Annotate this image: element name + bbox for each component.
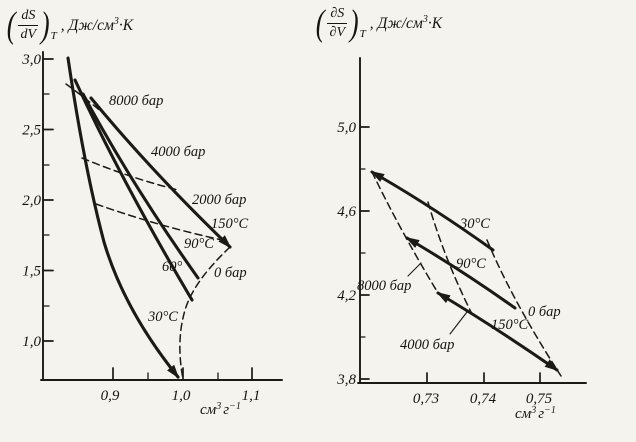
leader-4000bar [449, 311, 468, 335]
x-tick-label: 0,74 [470, 391, 497, 407]
right-arrow-150c-end [544, 359, 559, 372]
left-axes [40, 51, 283, 381]
left-isobar-8000 [65, 83, 104, 114]
left-panel [40, 51, 283, 381]
paren-close: ) [41, 5, 50, 46]
right-curve-30c [370, 170, 495, 252]
y-tick-label: 3,8 [336, 372, 356, 388]
curve-label-0bar: 0 бар [528, 304, 561, 320]
derivative-fraction: ∂S ∂V [327, 7, 348, 41]
right-curve-labels: 30°C 90°C 150°C 0 бар 8000 бар 4000 бар [357, 216, 561, 353]
right-major-ticks [359, 126, 541, 384]
left-arrow-30c-end [167, 364, 180, 379]
curve-label-4000bar: 4000 бар [400, 337, 454, 353]
left-y-axis-title: ( dS dV ) T , Дж/см3·К [5, 5, 134, 46]
curve-label-8000bar: 8000 бар [109, 93, 163, 109]
left-curve-30c [66, 56, 180, 379]
right-arrow-90c-start [405, 237, 420, 248]
left-curve-60 [73, 78, 194, 302]
y-tick-label: 5,0 [337, 120, 356, 136]
curve-label-30c: 30°C [147, 309, 178, 325]
left-isobar-4000 [81, 157, 179, 191]
left-x-axis-unit: см3 г−1 [200, 401, 241, 418]
right-isobar-0 [486, 239, 562, 377]
y-tick-label: 1,0 [22, 334, 41, 350]
right-y-axis-title: ( ∂S ∂V ) T , Дж/см3·К [314, 3, 442, 44]
fraction-numerator: dS [18, 9, 39, 27]
curve-label-90c: 90°C [184, 236, 214, 252]
y-tick-label: 3,0 [21, 52, 41, 68]
right-arrow-150c-start [436, 291, 451, 304]
paren-close: ) [349, 3, 359, 44]
y-tick-label: 4,6 [337, 204, 356, 220]
paren-open: ( [315, 3, 325, 44]
right-x-axis-unit: см3 г−1 [515, 405, 556, 422]
left-curve-90c [81, 92, 200, 280]
curve-label-2000bar: 2000 бар [192, 192, 246, 208]
subscript-T: T [50, 30, 57, 43]
right-axes [357, 57, 587, 384]
curve-label-30c: 30°C [459, 216, 490, 232]
units-label: , Дж/см3·К [369, 14, 442, 33]
right-isobar-8000 [371, 171, 439, 294]
paren-open: ( [6, 5, 16, 46]
y-tick-label: 4,2 [337, 288, 356, 304]
x-tick-label: 0,9 [101, 388, 120, 404]
fraction-numerator: ∂S [327, 7, 348, 25]
fraction-denominator: ∂V [329, 25, 346, 41]
right-curve-150c [436, 291, 559, 372]
leader-8000bar [407, 262, 422, 277]
left-isobar-2000 [95, 203, 223, 241]
x-tick-label: 0,73 [413, 391, 439, 407]
derivative-fraction: dS dV [18, 9, 39, 43]
left-curve-150c [89, 96, 232, 249]
x-tick-label: 0,75 [526, 391, 553, 407]
y-tick-label: 2,0 [22, 193, 41, 209]
left-curve-labels: 8000 бар 4000 бар 2000 бар 150°C 90°C 60… [109, 93, 249, 325]
left-tick-labels: 3,0 2,5 2,0 1,5 1,0 0,9 1,0 1,1 см3 г−1 [21, 52, 260, 418]
left-arrow-150c-end [218, 235, 232, 249]
curve-label-90c: 90°C [456, 256, 486, 272]
subscript-T: T [359, 28, 366, 41]
right-minor-ticks [359, 168, 366, 338]
curve-label-60: 60° [162, 259, 183, 275]
x-tick-label: 1,1 [242, 388, 261, 404]
left-isobar-0 [179, 246, 231, 380]
x-tick-label: 1,0 [172, 388, 191, 404]
fraction-denominator: dV [20, 27, 37, 43]
right-isobar-4000 [427, 201, 473, 315]
curve-label-8000bar: 8000 бар [357, 278, 411, 294]
curve-label-0bar: 0 бар [214, 265, 247, 281]
left-minor-ticks [42, 93, 219, 381]
y-tick-label: 1,5 [22, 264, 41, 280]
curve-label-150c: 150°C [491, 317, 529, 333]
right-tick-labels: 5,0 4,6 4,2 3,8 0,73 0,74 0,75 см3 г−1 [336, 120, 556, 422]
curve-label-150c: 150°C [211, 216, 249, 232]
right-panel [357, 57, 587, 384]
curve-label-4000bar: 4000 бар [151, 144, 205, 160]
units-label: , Дж/см3·К [60, 16, 134, 35]
y-tick-label: 2,5 [22, 123, 41, 139]
right-curve-90c [405, 236, 517, 310]
left-major-ticks [42, 58, 253, 381]
right-arrow-30c-start [370, 171, 385, 182]
